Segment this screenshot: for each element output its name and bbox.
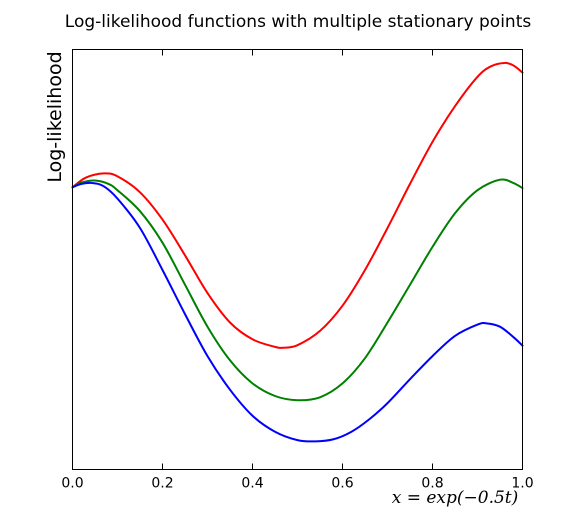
x-tick-label: 0.8	[421, 476, 443, 492]
series-line-2	[71, 178, 524, 402]
x-axis-label: x = exp(−0.5t)	[392, 488, 519, 508]
y-axis-label: Log-likelihood	[44, 51, 66, 182]
x-tick-group: 0.0 0.2 0.4 0.6 0.8 1.0	[61, 49, 534, 492]
x-tick-label: 0.2	[151, 476, 173, 492]
chart-title: Log-likelihood functions with multiple s…	[65, 12, 532, 32]
series-line-1	[71, 61, 524, 349]
plot-area-frame	[72, 49, 523, 470]
x-tick-label: 0.0	[61, 476, 83, 492]
x-tick-label: 1.0	[511, 476, 533, 492]
series-line-3	[71, 181, 524, 443]
series-group	[71, 61, 524, 443]
x-tick-label: 0.4	[241, 476, 263, 492]
x-tick-label: 0.6	[331, 476, 353, 492]
